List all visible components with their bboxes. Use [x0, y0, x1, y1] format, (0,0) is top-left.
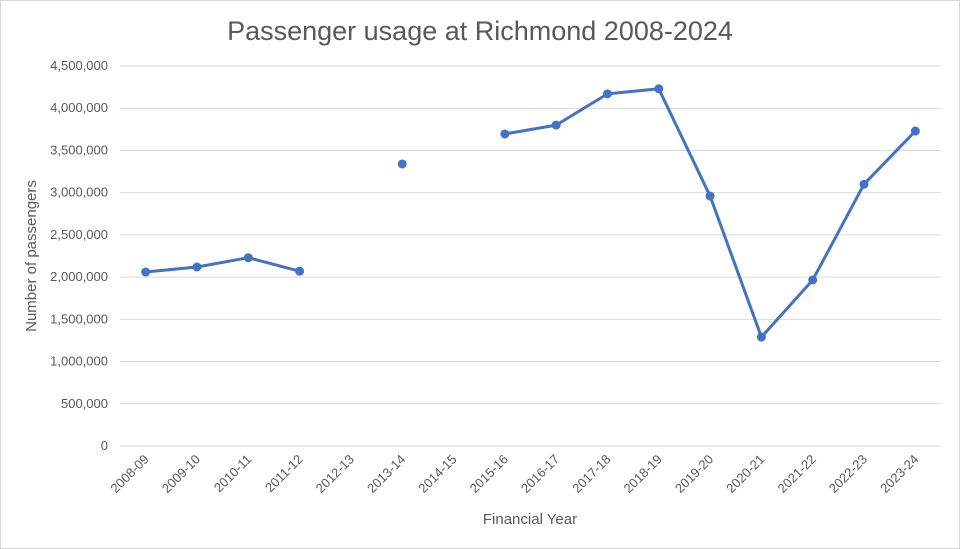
chart-title: Passenger usage at Richmond 2008-2024 [227, 16, 733, 46]
x-tick-label: 2008-09 [107, 452, 151, 496]
y-tick-label: 0 [101, 438, 108, 453]
series-line-segment [195, 256, 250, 269]
series-line-segment [759, 278, 815, 339]
y-tick-label: 4,500,000 [50, 58, 108, 73]
data-point [654, 84, 664, 94]
x-tick-label: 2022-23 [826, 452, 870, 496]
x-tick-label: 2016-17 [518, 452, 562, 496]
y-axis-label: Number of passengers [23, 180, 40, 332]
data-point [808, 275, 818, 285]
series-line-segment [811, 182, 866, 282]
x-tick-label: 2019-20 [672, 452, 716, 496]
x-tick-label: 2011-12 [262, 452, 306, 496]
series-line-segment [657, 87, 712, 198]
data-point [192, 262, 202, 272]
data-point [910, 126, 920, 136]
x-tick-label: 2014-15 [415, 452, 459, 496]
series-line-segment [605, 87, 661, 96]
y-tick-label: 4,000,000 [50, 100, 108, 115]
series-line-segment [708, 194, 763, 339]
x-tick-label: 2023-24 [877, 452, 921, 496]
y-tick-label: 2,000,000 [50, 269, 108, 284]
data-point [500, 129, 510, 139]
series-line-segment [144, 265, 199, 274]
data-point [859, 179, 869, 189]
series-line-segment [862, 129, 917, 186]
data-point [602, 89, 612, 99]
series-line-segment [554, 92, 609, 127]
data-point [397, 159, 407, 169]
y-tick-label: 500,000 [61, 396, 108, 411]
x-tick-label: 2020-21 [723, 452, 767, 496]
y-tick-label: 3,000,000 [50, 185, 108, 200]
x-axis-label: Financial Year [483, 511, 577, 528]
series-line-segment [503, 123, 558, 136]
x-tick-label: 2009-10 [159, 452, 203, 496]
y-tick-label: 1,000,000 [50, 354, 108, 369]
data-point [551, 120, 561, 130]
data-point [141, 267, 151, 277]
data-point [756, 332, 766, 342]
x-tick-label: 2015-16 [467, 452, 511, 496]
y-tick-label: 1,500,000 [50, 311, 108, 326]
data-point [243, 253, 253, 263]
data-point [295, 266, 305, 276]
data-point [705, 191, 715, 201]
x-tick-label: 2012-13 [313, 452, 357, 496]
x-tick-label: 2021-22 [774, 452, 818, 496]
x-tick-label: 2018-19 [621, 452, 665, 496]
y-tick-label: 2,500,000 [50, 227, 108, 242]
series-line-segment [246, 256, 302, 273]
x-tick-label: 2017-18 [569, 452, 613, 496]
y-tick-label: 3,500,000 [50, 142, 108, 157]
x-tick-label: 2010-11 [211, 452, 255, 496]
x-tick-label: 2013-14 [364, 452, 408, 496]
